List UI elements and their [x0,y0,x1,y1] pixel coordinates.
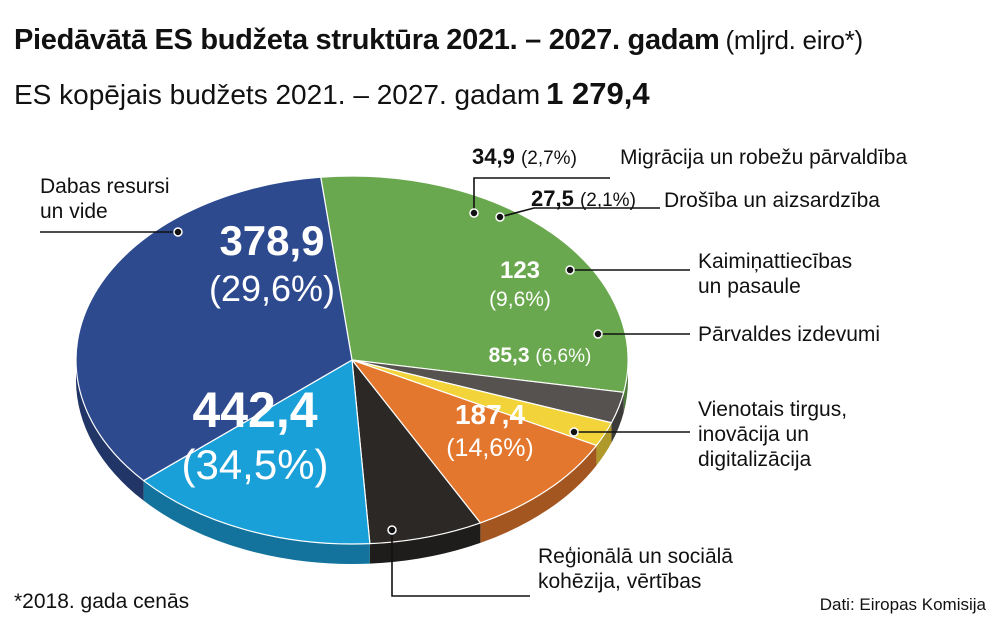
category-label-kaiminattiecibas-un-pasaule: un pasaule [698,275,801,298]
percent-label-kaiminattiecibas-un-pasaule: (9,6%) [489,288,551,311]
pie-slices [75,175,629,545]
footnote: *2018. gada cenās [14,590,190,613]
pie-value-labels: 378,9(29,6%) 123 (9,6%) 85,3 (6,6%) 187,4 (14… [181,217,591,488]
leader-dot-regionala-un-sociala-kohezija-vertibas [387,525,397,535]
leader-dot-parvaldes-izdevumi [593,329,603,339]
category-label-parvaldes-izdevumi: Pārvaldes izdevumi [698,323,880,346]
percent-label-regionala-un-sociala-kohezija-vertibas: (34,5%) [181,441,328,488]
leader-dot-drosiba-un-aizsardziba [495,212,505,222]
chart-subtitle: ES kopējais budžets 2021. – 2027. gadam 1… [14,76,650,112]
chart-title-text: Piedāvātā ES budžeta struktūra 2021. – 2… [14,24,720,56]
value-label-migracija-un-robezu-parvaldiba: 34,9 (2,7%) [472,144,577,169]
leader-line-drosiba-un-aizsardziba [499,207,660,218]
pie-side-walls [76,360,628,564]
pie-side-parvaldes-izdevumi [369,522,481,564]
percent-label-vienotais-tirgus-inovacija-un-digitalizacija: (14,6%) [446,434,534,462]
value-label-dabas-resursi-un-vide: 378,9 [219,217,324,264]
chart-title: Piedāvātā ES budžeta struktūra 2021. – 2… [14,24,863,57]
value-label-parvaldes-izdevumi: 85,3 (6,6%) [489,344,592,367]
value-label-drosiba-un-aizsardziba: 27,5 (2,1%) [531,186,636,211]
leader-line-migracija-un-robezu-parvaldiba [473,177,610,213]
leader-dot-migracija-un-robezu-parvaldiba [469,208,479,218]
pie-side-dabas-resursi-un-vide [623,360,628,413]
category-label-dabas-resursi-un-vide: Dabas resursi [40,175,170,198]
leader-dot-kaiminattiecibas-un-pasaule [565,265,575,275]
category-label-dabas-resursi-un-vide: un vide [40,200,108,223]
percent-label-dabas-resursi-un-vide: (29,6%) [209,268,335,309]
pie-slice-kaiminattiecibas-un-pasaule [351,359,598,524]
pie-side-kaiminattiecibas-un-pasaule [480,445,597,543]
pie-slice-vienotais-tirgus-inovacija-un-digitalizacija [143,359,371,545]
chart-title-unit: (mljrd. eiro*) [725,25,864,55]
category-label-regionala-un-sociala-kohezija-vertibas: kohēzija, vērtības [538,570,701,593]
value-label-vienotais-tirgus-inovacija-un-digitalizacija: 187,4 [455,399,525,430]
pie-slice-dabas-resursi-un-vide [320,175,629,393]
category-label-drosiba-un-aizsardziba: Drošība un aizsardzība [664,189,880,212]
category-label-vienotais-tirgus-inovacija-un-digitalizacija: inovācija un [698,423,809,446]
pie-slice-parvaldes-izdevumi [351,359,481,545]
value-label-kaiminattiecibas-un-pasaule: 123 [500,257,540,284]
leader-dot-dabas-resursi-un-vide [173,227,183,237]
leader-dot-vienotais-tirgus-inovacija-un-digitalizacija [569,427,579,437]
source-note: Dati: Eiropas Komisija [819,595,986,614]
leader-line-regionala-un-sociala-kohezija-vertibas [391,530,530,597]
category-label-vienotais-tirgus-inovacija-un-digitalizacija: digitalizācija [698,448,812,471]
chart-subtitle-text: ES kopējais budžets 2021. – 2027. gadam [14,79,541,110]
pie-side-migracija-un-robezu-parvaldiba [611,392,624,443]
pie-slice-regionala-un-sociala-kohezija-vertibas [75,176,353,482]
category-label-regionala-un-sociala-kohezija-vertibas: Reģionālā un sociālā [538,545,733,568]
category-label-vienotais-tirgus-inovacija-un-digitalizacija: Vienotais tirgus, [698,398,847,421]
pie-side-drosiba-un-aizsardziba [596,422,612,466]
total-budget-value: 1 279,4 [546,76,650,111]
category-label-kaiminattiecibas-un-pasaule: Kaimiņattiecības [698,250,852,273]
category-label-migracija-un-robezu-parvaldiba: Migrācija un robežu pārvaldība [620,146,907,169]
pie-side-regionala-un-sociala-kohezija-vertibas [76,360,144,501]
value-label-regionala-un-sociala-kohezija-vertibas: 442,4 [192,382,317,438]
pie-side-vienotais-tirgus-inovacija-un-digitalizacija [143,480,370,564]
